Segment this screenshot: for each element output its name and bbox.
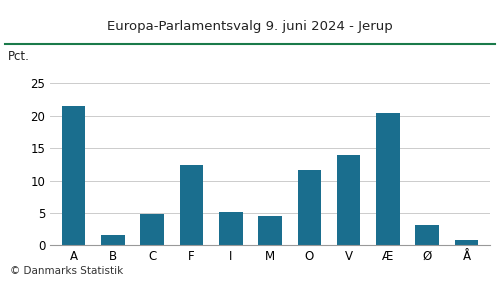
Text: Pct.: Pct. — [8, 50, 30, 63]
Bar — [376, 113, 400, 245]
Bar — [454, 239, 478, 245]
Bar — [140, 213, 164, 245]
Bar — [219, 212, 242, 245]
Bar — [62, 106, 86, 245]
Text: © Danmarks Statistik: © Danmarks Statistik — [10, 266, 123, 276]
Bar — [101, 235, 124, 245]
Bar — [298, 169, 321, 245]
Text: Europa-Parlamentsvalg 9. juni 2024 - Jerup: Europa-Parlamentsvalg 9. juni 2024 - Jer… — [107, 20, 393, 33]
Bar — [180, 165, 203, 245]
Bar — [416, 225, 439, 245]
Bar — [258, 215, 282, 245]
Bar — [337, 155, 360, 245]
